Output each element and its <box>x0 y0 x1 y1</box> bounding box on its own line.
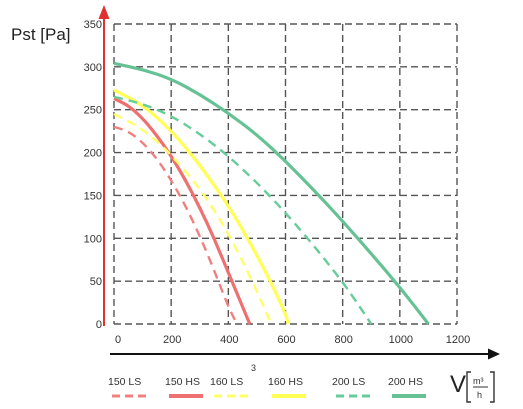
y-tick-label: 0 <box>96 319 102 331</box>
x-tick-label: 0 <box>115 334 121 346</box>
legend: 150 LS 150 HS 160 LS 160 HS 200 LS 200 HS <box>108 376 426 398</box>
legend-label: 150 LS <box>108 376 141 388</box>
x-axis-unit-label: V m³ h <box>450 371 495 403</box>
x-axis-arrow <box>488 348 500 360</box>
y-tick-label: 150 <box>84 190 102 202</box>
axes <box>98 5 500 360</box>
y-tick-label: 250 <box>84 105 102 117</box>
unit-numerator: m³ <box>473 376 484 386</box>
legend-label: 200 LS <box>332 376 365 388</box>
unit-denominator: h <box>477 390 482 400</box>
y-tick-label: 200 <box>84 148 102 160</box>
x-tick-label: 800 <box>334 334 352 346</box>
grid <box>113 23 458 325</box>
legend-label: 160 HS <box>268 376 303 388</box>
series-lines <box>113 61 430 325</box>
y-tick-label: 300 <box>84 62 102 74</box>
x-tick-label: 600 <box>277 334 295 346</box>
y-axis-label: Pst [Pa] <box>11 25 71 44</box>
x-tick-label: 1000 <box>389 334 413 346</box>
y-tick-label: 100 <box>84 233 102 245</box>
y-tick-label: 50 <box>90 276 102 288</box>
legend-label: 150 HS <box>165 376 200 388</box>
series-line-160-ls <box>113 112 273 325</box>
series-line-150-ls <box>113 125 238 325</box>
tick-labels: 0 50 100 150 200 250 300 350 0 200 400 600 800 1000 12… <box>84 19 471 346</box>
x-tick-label: 200 <box>163 334 181 346</box>
x-axis-extra-label: 3 <box>251 363 256 373</box>
x-axis-label: V <box>450 371 466 398</box>
y-tick-label: 350 <box>84 19 102 31</box>
legend-label: 200 HS <box>388 376 423 388</box>
y-axis-arrow <box>98 5 110 19</box>
x-tick-label: 400 <box>220 334 238 346</box>
series-line-200-ls <box>113 95 373 325</box>
x-tick-label: 1200 <box>446 334 470 346</box>
series-line-200-hs <box>113 61 430 325</box>
left-bracket <box>466 371 471 403</box>
legend-label: 160 LS <box>210 376 243 388</box>
series-line-160-hs <box>113 88 290 325</box>
series-line-150-hs <box>113 97 252 325</box>
right-bracket <box>490 371 495 403</box>
